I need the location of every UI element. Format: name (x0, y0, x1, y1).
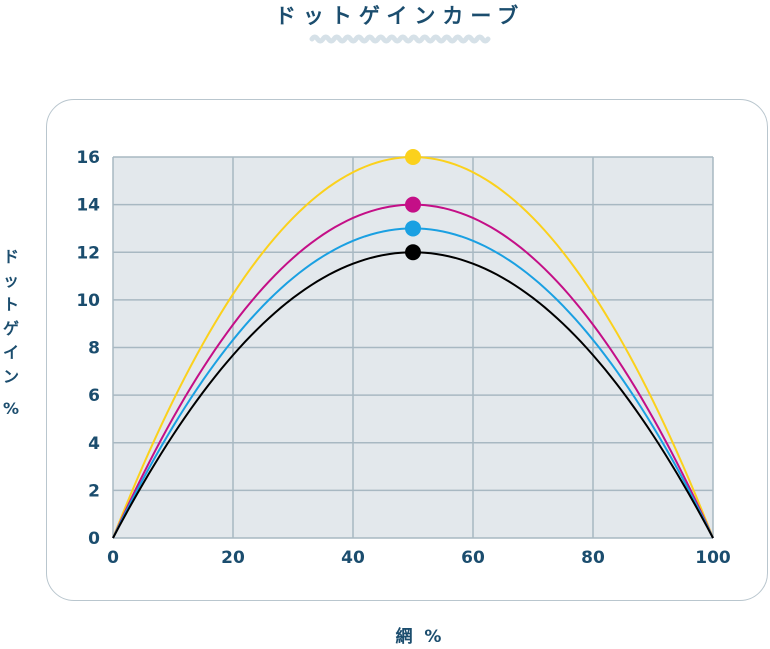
x-tick-label: 100 (695, 548, 731, 568)
y-tick-label: 10 (76, 291, 100, 311)
y-axis-label-char: % (2, 399, 20, 418)
y-axis-label-char: ン (2, 367, 19, 386)
y-tick-label: 8 (88, 339, 100, 359)
y-tick-label: 2 (88, 481, 100, 501)
series-peak-point-3 (405, 220, 421, 237)
x-tick-label: 20 (221, 548, 245, 568)
y-axis-label-char: ド (2, 247, 19, 266)
y-axis-label: ドットゲイン% (1, 245, 21, 421)
y-axis-label-char: ッ (2, 271, 19, 290)
y-tick-label: 12 (76, 243, 100, 263)
x-axis-label: 網 % (395, 627, 445, 647)
y-tick-label: 6 (88, 386, 100, 406)
x-tick-label: 0 (107, 548, 119, 568)
title-underline-wave (309, 34, 491, 44)
y-axis-label-char: イ (2, 343, 19, 362)
series-peak-point-1 (405, 149, 421, 165)
y-tick-label: 14 (76, 196, 100, 216)
chart-title: ドットゲインカーブ (274, 4, 526, 28)
y-axis-label-char: ゲ (2, 319, 19, 338)
y-tick-label: 16 (76, 148, 100, 168)
x-tick-label: 40 (341, 548, 365, 568)
y-axis-label-char: ト (2, 295, 19, 314)
y-tick-label: 0 (88, 529, 100, 549)
x-tick-label: 80 (581, 548, 605, 568)
y-tick-label: 4 (88, 434, 100, 454)
series-peak-point-4 (405, 244, 421, 261)
x-tick-label: 60 (461, 548, 485, 568)
series-peak-point-2 (405, 196, 421, 213)
